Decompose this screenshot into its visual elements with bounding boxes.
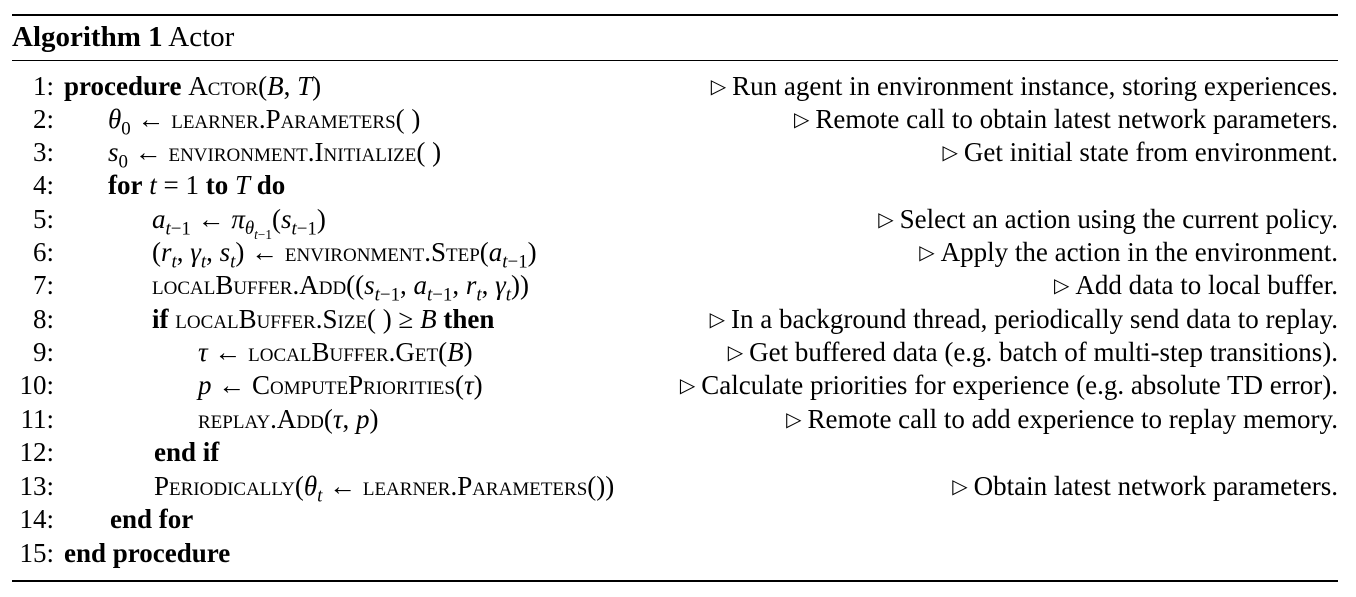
algorithm-block: Algorithm 1 Actor 1: procedure Actor(B, … [12,0,1338,597]
comment-triangle-icon: ▷ [919,242,935,264]
comment-triangle-icon: ▷ [709,309,725,331]
line-number: 6: [32,237,54,267]
line-number: 1: [32,71,54,101]
line-number: 9: [32,337,54,367]
keyword-procedure: procedure [64,71,182,101]
line-comment: ▷ Calculate priorities for experience (e.… [679,370,1338,400]
comment-triangle-icon: ▷ [727,342,744,364]
line-code: if localBuffer.Size( ) ≥ B then [152,304,495,334]
line-number: 15: [19,538,54,568]
line-code: replay.Add(τ, p) [198,404,379,434]
line-comment: ▷ Apply the action in the environment. [919,237,1338,267]
line-code: s0 ← environment.Initialize( ) [108,137,442,173]
algorithm-line-1: 1: procedure Actor(B, T) ▷ Run agent in e… [12,70,1338,103]
line-code: (rt, γt, st) ← environment.Step(at−1) [152,237,537,273]
algorithm-line-4: 4: for t = 1 to T do [12,169,1338,202]
comment-triangle-icon: ▷ [878,209,894,231]
line-number: 2: [32,104,54,134]
algorithm-line-2: 2: θ0 ← learner.Parameters( ) ▷ Remote ca… [12,103,1338,140]
algorithm-line-9: 9: τ ← localBuffer.Get(B) ▷ Get buffered … [12,336,1338,369]
title-rule [12,60,1338,61]
line-code: θ0 ← learner.Parameters( ) [108,104,421,140]
algorithm-line-14: 14: end for [12,503,1338,536]
line-code: localBuffer.Add((st−1, at−1, rt, γt)) [152,270,530,306]
algorithm-line-15: 15: end procedure [12,537,1338,570]
comment-triangle-icon: ▷ [710,76,727,98]
line-number: 4: [32,170,54,200]
line-number: 11: [20,404,55,434]
line-comment: ▷ Get initial state from environment. [942,137,1338,167]
line-code: procedure Actor(B, T) [64,71,322,101]
algorithm-line-11: 11: replay.Add(τ, p) ▷ Remote call to add… [12,403,1339,436]
algorithm-line-3: 3: s0 ← environment.Initialize( ) ▷ Get i… [12,136,1338,173]
top-rule [12,14,1338,16]
line-code: end procedure [64,538,231,568]
line-code: at−1 ← πθt−1(st−1) [152,204,326,243]
line-code: end for [110,504,194,534]
line-number: 12: [19,437,54,467]
line-comment: ▷ Get buffered data (e.g. batch of multi-… [727,337,1338,367]
line-code: for t = 1 to T do [108,170,286,200]
algorithm-line-8: 8: if localBuffer.Size( ) ≥ B then ▷ In a… [12,303,1338,336]
algorithm-line-5: 5: at−1 ← πθt−1(st−1) ▷ Select an action … [12,203,1338,243]
line-number: 10: [19,370,54,400]
line-code: Periodically(θt ← learner.Parameters()) [154,471,615,507]
comment-triangle-icon: ▷ [679,375,696,397]
line-comment: ▷ Run agent in environment instance, stor… [710,71,1338,101]
comment-triangle-icon: ▷ [794,109,810,131]
line-number: 14: [19,504,54,534]
line-code: end if [154,437,220,467]
line-comment: ▷ Remote call to add experience to replay… [786,404,1338,434]
comment-triangle-icon: ▷ [1053,275,1070,297]
algorithm-line-7: 7: localBuffer.Add((st−1, at−1, rt, γt))… [12,269,1338,306]
comment-triangle-icon: ▷ [786,409,802,431]
line-code: p ← ComputePriorities(τ) [198,370,483,400]
algorithm-line-10: 10: p ← ComputePriorities(τ) ▷ Calculate … [12,369,1338,402]
line-number: 5: [32,204,54,234]
line-comment: ▷ In a background thread, periodically se… [709,304,1338,334]
algorithm-line-13: 13: Periodically(θt ← learner.Parameters… [12,470,1338,507]
line-number: 7: [32,270,54,300]
algorithm-line-12: 12: end if [12,436,1338,469]
line-comment: ▷ Add data to local buffer. [1053,270,1338,300]
algorithm-line-6: 6: (rt, γt, st) ← environment.Step(at−1)… [12,236,1338,273]
line-number: 13: [19,471,54,501]
algorithm-title: Algorithm 1 Actor [12,18,234,56]
line-comment: ▷ Obtain latest network parameters. [952,471,1338,501]
line-number: 8: [32,304,54,334]
line-number: 3: [32,137,54,167]
comment-triangle-icon: ▷ [952,476,968,498]
line-comment: ▷ Select an action using the current poli… [878,204,1338,234]
algorithm-name: Actor [168,21,235,53]
line-code: τ ← localBuffer.Get(B) [198,337,473,367]
line-comment: ▷ Remote call to obtain latest network pa… [794,104,1338,134]
algorithm-label: Algorithm 1 [12,21,163,53]
comment-triangle-icon: ▷ [942,142,958,164]
bottom-rule [12,580,1338,582]
